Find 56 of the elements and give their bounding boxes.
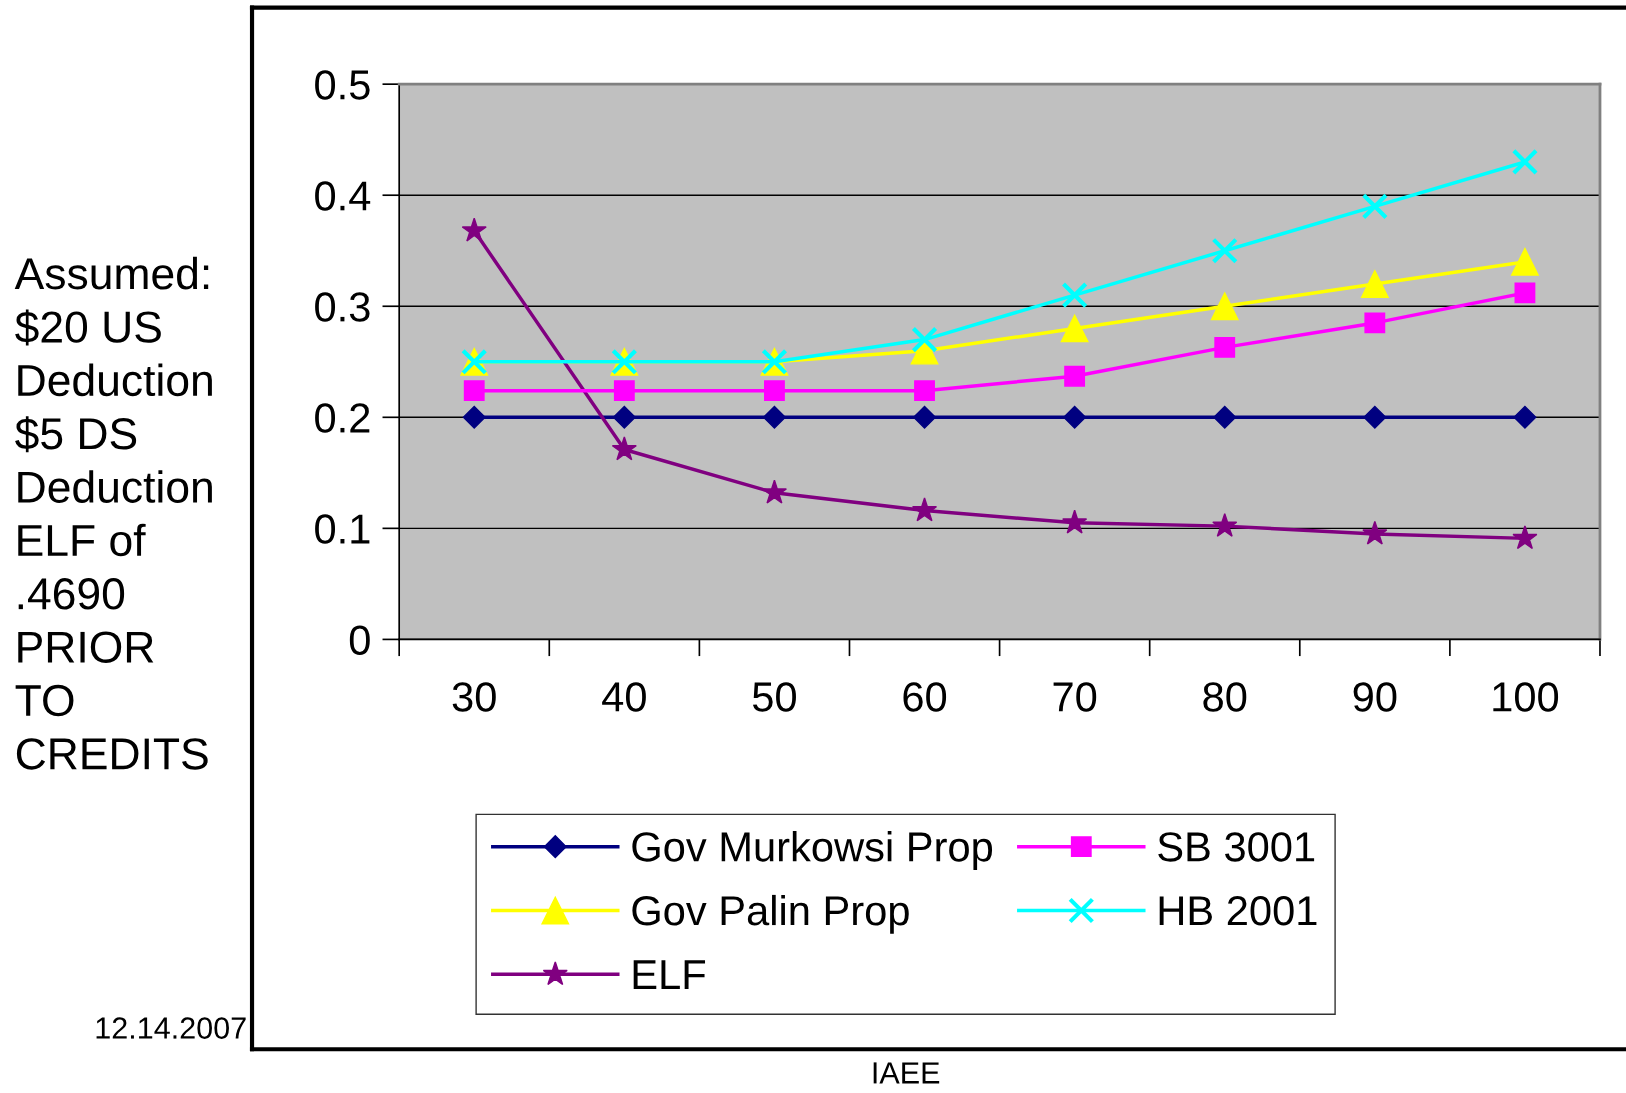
point: [461, 217, 487, 242]
point: [1361, 193, 1389, 220]
point: [1511, 247, 1539, 276]
point: [913, 405, 937, 429]
x-tick-label: 100: [1493, 682, 1559, 712]
y-tick-label: 0: [349, 625, 370, 655]
x-tick-label: 30: [452, 682, 496, 712]
point: [612, 405, 636, 429]
legend-label: Gov Palin Prop: [632, 894, 909, 934]
point: [1064, 365, 1086, 387]
point: [1511, 148, 1539, 176]
point: [1213, 405, 1237, 429]
x-tick-label: 40: [602, 682, 646, 712]
x-tick-label: 60: [903, 682, 947, 712]
point: [910, 336, 939, 365]
point: [762, 405, 786, 429]
text: IAEE: [873, 1062, 940, 1084]
y-tick-label: 0.4: [315, 181, 371, 211]
point: [911, 497, 938, 522]
y-tick-label: 0.3: [315, 292, 370, 322]
point: [1063, 405, 1087, 429]
point: [1060, 314, 1089, 343]
point: [1362, 520, 1388, 545]
point: [1363, 405, 1387, 429]
legend-label: Gov Murkowsi Prop: [632, 831, 993, 870]
y-tick-label: 0.2: [315, 403, 370, 433]
point: [764, 380, 785, 402]
x-tick-label: 80: [1203, 682, 1247, 712]
point: [1061, 281, 1088, 309]
point: [462, 405, 486, 429]
legend-label: HB 2001: [1159, 895, 1317, 926]
legend-label: SB 3001: [1158, 832, 1315, 862]
point: [1512, 525, 1538, 550]
point: [911, 326, 938, 353]
x-tick-label: 70: [1053, 682, 1097, 712]
point: [1513, 405, 1537, 429]
point: [1360, 270, 1389, 298]
text: 12.14.2007: [96, 1017, 246, 1039]
y-tick-label: 0.1: [315, 514, 370, 544]
point: [1214, 336, 1236, 358]
point: [463, 380, 485, 402]
point: [611, 436, 637, 461]
point: [1211, 237, 1238, 264]
point: [1364, 312, 1386, 334]
legend-label: ELF: [633, 960, 706, 989]
x-tick-label: 50: [752, 682, 796, 712]
point: [1062, 509, 1088, 534]
point: [613, 380, 635, 402]
point: [1514, 282, 1536, 304]
point: [1212, 512, 1238, 537]
text: Assumed: $20 US Deduction $5 DS Deduction ELF of .4690 PRIOR TO CREDITS: [14, 256, 212, 770]
y-tick-label: 0.5: [315, 70, 370, 100]
point: [761, 479, 788, 504]
point: [914, 380, 935, 402]
point: [1210, 292, 1239, 321]
x-tick-label: 90: [1353, 682, 1397, 712]
